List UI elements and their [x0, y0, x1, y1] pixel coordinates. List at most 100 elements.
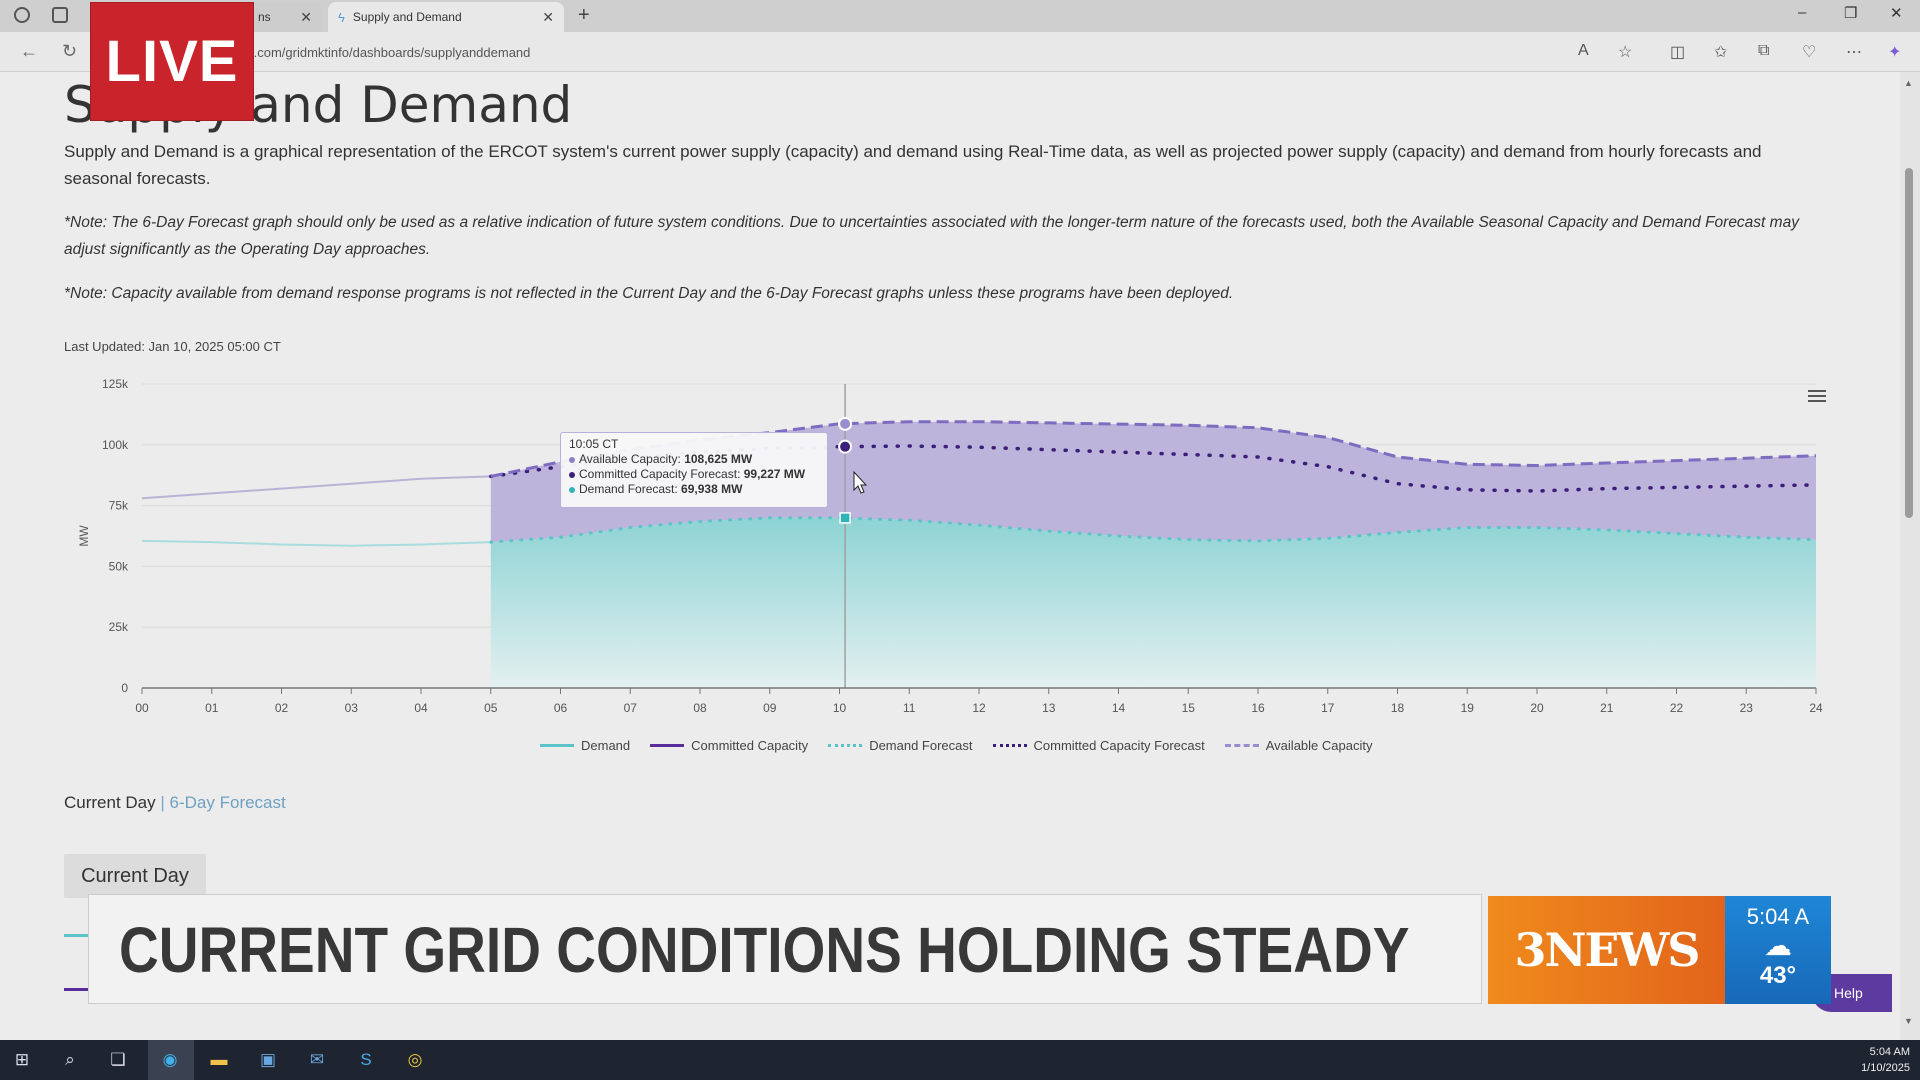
task-view-icon[interactable]: ❏: [110, 1050, 126, 1069]
skype-icon[interactable]: S: [360, 1050, 372, 1069]
x-tick-label: 13: [1042, 701, 1056, 715]
legend-label: Demand: [581, 737, 631, 753]
x-tick-label: 01: [205, 701, 219, 715]
x-tick-label: 23: [1740, 701, 1754, 715]
reload-icon[interactable]: ↻: [62, 41, 78, 61]
tooltip-time: 10:05 CT: [569, 437, 619, 451]
x-tick-label: 05: [484, 701, 498, 715]
favorites-icon[interactable]: ✩: [1714, 44, 1728, 61]
day-view-tabs: Current Day | 6-Day Forecast: [64, 793, 286, 813]
supply-demand-chart[interactable]: 0 25k 50k 75k 100k 125k MW 00 01 02 03 04 05 06 07 08 09…: [64, 368, 1844, 758]
x-tick-label: 07: [624, 701, 638, 715]
new-tab-icon[interactable]: +: [578, 4, 590, 26]
tooltip-row-demand-forecast: Demand Forecast: 69,938 MW: [569, 482, 819, 497]
last-updated: Last Updated: Jan 10, 2025 05:00 CT: [64, 339, 281, 354]
y-tick-label: 50k: [109, 559, 129, 573]
edge-browser-icon[interactable]: ◉: [162, 1050, 178, 1069]
tab-actions-icon[interactable]: [52, 7, 68, 23]
taskbar-clock[interactable]: 5:04 AM 1/10/2025: [1861, 1044, 1910, 1076]
weather-temp: 43°: [1759, 962, 1797, 989]
weather-time: 5:04 A: [1746, 904, 1810, 929]
ercot-favicon-icon: ϟ: [338, 9, 345, 25]
tooltip-label: Available Capacity: [579, 452, 678, 466]
demand-forecast-area: [490, 517, 1816, 688]
legend-swatch: [992, 743, 1027, 747]
close-icon[interactable]: ✕: [542, 8, 554, 25]
legend-label: Available Capacity: [1265, 737, 1373, 753]
headline: CURRENT GRID CONDITIONS HOLDING STEADY: [119, 914, 1410, 986]
committed-capacity-line: [141, 475, 491, 500]
chart-svg: 0 25k 50k 75k 100k 125k MW 00 01 02 03 04 05 06 07 08 09…: [77, 377, 1823, 715]
store-icon[interactable]: ▣: [259, 1050, 277, 1069]
tab-current-day[interactable]: Current Day: [64, 793, 156, 812]
tooltip-value: 108,625 MW: [684, 452, 753, 466]
windows-taskbar: ⊞ ⌕ ❏ ◉ ▬ ▣ ✉ S ◎ 5:04 AM 1/10/2025: [0, 1040, 1920, 1080]
legend-line-fragment: [64, 988, 90, 991]
back-icon[interactable]: ←: [20, 41, 38, 61]
x-tick-label: 00: [135, 701, 149, 715]
help-label: Help: [1834, 985, 1863, 1001]
help-button[interactable]: Help: [1812, 974, 1892, 1012]
read-aloud-icon[interactable]: A: [1578, 42, 1589, 59]
tooltip-row-available: Available Capacity: 108,625 MW: [569, 452, 819, 467]
legend-item-available-capacity[interactable]: Available Capacity: [1224, 737, 1373, 753]
browser-essentials-icon[interactable]: ♡: [1802, 44, 1817, 61]
demand-forecast-line: [489, 516, 1818, 544]
chart-menu-icon[interactable]: [1808, 390, 1826, 405]
address-bar: ← ↻ t.com/gridmktinfo/dashboards/supplya…: [0, 32, 1920, 72]
tab-active-label: Supply and Demand: [352, 10, 462, 24]
tooltip-row-committed-forecast: Committed Capacity Forecast: 99,227 MW: [569, 467, 819, 482]
close-window-icon[interactable]: ✕: [1890, 5, 1903, 22]
current-day-section-label: Current Day: [64, 854, 206, 898]
x-tick-label: 24: [1809, 701, 1823, 715]
scroll-down-icon[interactable]: ▼: [1904, 1016, 1913, 1026]
collections-icon[interactable]: ⧉: [1758, 42, 1770, 59]
y-tick-label: 125k: [102, 377, 129, 391]
y-tick-label: 75k: [109, 499, 129, 513]
scrollbar-thumb[interactable]: [1905, 168, 1913, 518]
legend-label: Demand Forecast: [869, 737, 973, 753]
x-tick-label: 14: [1112, 701, 1126, 715]
page-description: Supply and Demand is a graphical represe…: [64, 142, 1762, 188]
file-explorer-icon[interactable]: ▬: [210, 1050, 228, 1069]
x-tick-label: 18: [1391, 701, 1405, 715]
mail-icon[interactable]: ✉: [309, 1050, 325, 1069]
x-tick-label: 17: [1321, 701, 1335, 715]
y-tick-label: 25k: [109, 620, 129, 634]
windows-start-icon[interactable]: ⊞: [14, 1050, 30, 1069]
copilot-icon[interactable]: ✦: [1888, 44, 1902, 61]
profile-icon[interactable]: [14, 7, 30, 23]
browser-tab-bar: ns ✕ ϟ Supply and Demand ✕ + – ❐ ✕: [0, 0, 1920, 32]
legend-item-demand[interactable]: Demand: [540, 738, 630, 753]
legend-item-committed-capacity-forecast[interactable]: Committed Capacity Forecast: [992, 737, 1205, 753]
scroll-up-icon[interactable]: ▲: [1904, 78, 1913, 88]
chart-legend: Demand Committed Capacity Demand Forecas…: [540, 736, 1372, 754]
x-tick-label: 21: [1600, 701, 1614, 715]
clock-date: 1/10/2025: [1861, 1062, 1910, 1074]
close-icon[interactable]: ✕: [300, 8, 312, 25]
hover-marker-demand: [839, 512, 851, 524]
legend-item-committed-capacity[interactable]: Committed Capacity: [650, 738, 808, 753]
chrome-icon[interactable]: ◎: [407, 1050, 423, 1069]
split-screen-icon[interactable]: ◫: [1670, 44, 1686, 61]
legend-label: Committed Capacity Forecast: [1033, 737, 1205, 753]
search-icon[interactable]: ⌕: [65, 1050, 75, 1069]
favorite-star-icon[interactable]: ☆: [1618, 44, 1633, 61]
more-menu-icon[interactable]: ⋯: [1846, 44, 1862, 61]
note-demand-response: *Note: Capacity available from demand re…: [64, 285, 1234, 302]
restore-icon[interactable]: ❐: [1844, 5, 1858, 22]
mouse-cursor-icon: [853, 470, 868, 494]
tab-supply-and-demand[interactable]: ϟ Supply and Demand ✕: [328, 2, 564, 32]
tab-6-day-forecast[interactable]: 6-Day Forecast: [169, 793, 286, 812]
hover-marker-committed: [838, 439, 853, 454]
url-field[interactable]: t.com/gridmktinfo/dashboards/supplyandde…: [250, 45, 531, 60]
station-logo: 3NEWS: [1488, 896, 1725, 1004]
tooltip-value: 99,227 MW: [743, 467, 806, 481]
x-tick-label: 19: [1461, 701, 1475, 715]
legend-swatch: [650, 743, 685, 747]
hover-marker-available: [838, 416, 853, 431]
legend-item-demand-forecast[interactable]: Demand Forecast: [828, 737, 973, 753]
weather-box: 5:04 A ☁ 43°: [1725, 896, 1831, 1004]
x-tick-label: 16: [1251, 701, 1265, 715]
minimize-icon[interactable]: –: [1798, 4, 1807, 21]
